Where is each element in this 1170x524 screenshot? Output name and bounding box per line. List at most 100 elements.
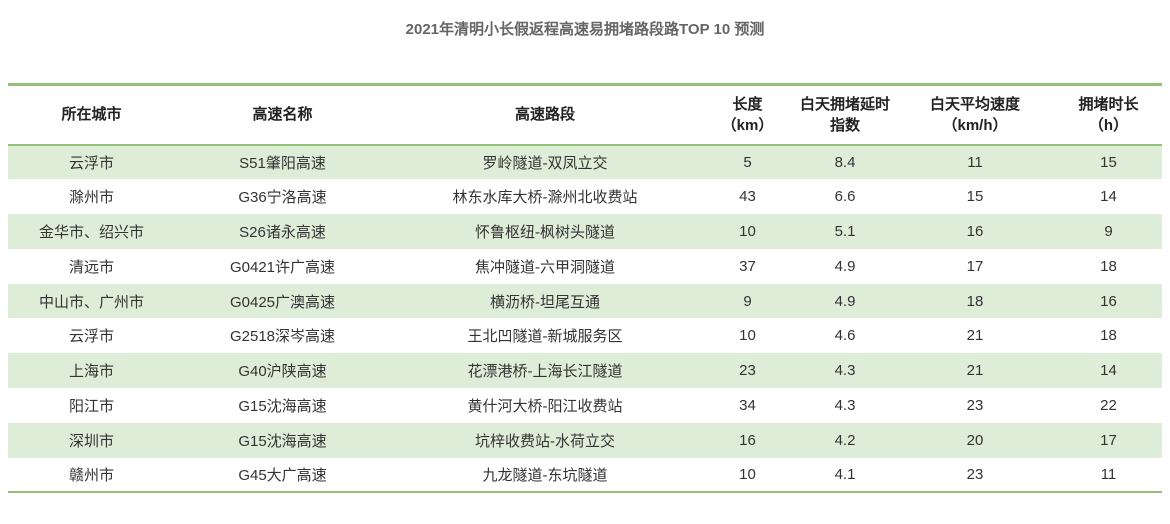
cell-congestion-duration: 17: [1100, 431, 1117, 449]
cell-daytime-avg-speed: 23: [966, 466, 984, 484]
table-row: 上海市 G40沪陕高速 花漂港桥-上海长江隧道 23 4.3 21 14: [8, 353, 1162, 389]
table-row: 云浮市 S51肇阳高速 罗岭隧道-双凤立交 5 8.4 11 15: [8, 144, 1162, 180]
cell-highway-name: S26诸永高速: [239, 223, 326, 241]
cell-road-section: 坑梓收费站-水荷立交: [475, 432, 615, 450]
column-header-label: 长度: [732, 95, 763, 113]
cell-highway-name: G2518深岑高速: [229, 328, 336, 346]
cell-congestion-duration: 18: [1100, 257, 1117, 275]
cell-daytime-avg-speed: 21: [966, 327, 984, 345]
cell-congestion-duration: 14: [1100, 362, 1117, 380]
cell-highway-name: G15沈海高速: [238, 432, 327, 450]
cell-length-km: 34: [739, 396, 756, 414]
cell-city: 云浮市: [68, 154, 114, 172]
cell-city: 上海市: [68, 363, 114, 381]
cell-city: 中山市、广州市: [38, 293, 144, 311]
cell-daytime-delay-index: 6.6: [834, 188, 856, 206]
cell-congestion-duration: 18: [1100, 327, 1117, 345]
column-header-unit: （km）: [721, 116, 774, 134]
congestion-top10-table: 所在城市 高速名称 高速路段 长度 （km） 白天拥堵延时 指数 白天平均速度 （km/h） 拥堵…: [8, 83, 1162, 493]
cell-congestion-duration: 14: [1100, 188, 1117, 206]
cell-city: 赣州市: [68, 467, 114, 485]
page-title: 2021年清明小长假返程高速易拥堵路段路TOP 10 预测: [405, 21, 765, 38]
column-header-unit: 指数: [829, 116, 860, 134]
cell-length-km: 43: [739, 188, 756, 206]
cell-road-section: 怀鲁枢纽-枫树头隧道: [475, 223, 615, 241]
table-row: 赣州市 G45大广高速 九龙隧道-东坑隧道 10 4.1 23 11: [8, 457, 1162, 493]
cell-daytime-delay-index: 4.9: [834, 257, 856, 275]
cell-road-section: 花漂港桥-上海长江隧道: [467, 363, 623, 381]
table-row: 清远市 G0421许广高速 焦冲隧道-六甲洞隧道 37 4.9 17 18: [8, 248, 1162, 284]
cell-daytime-delay-index: 4.3: [834, 396, 856, 414]
cell-congestion-duration: 15: [1100, 153, 1117, 171]
cell-road-section: 横沥桥-坦尾互通: [490, 293, 600, 311]
cell-city: 云浮市: [68, 328, 114, 346]
cell-city: 深圳市: [68, 432, 114, 450]
cell-daytime-avg-speed: 17: [966, 257, 984, 275]
column-header-congestion-duration: 拥堵时长 （h）: [1055, 85, 1162, 145]
cell-daytime-avg-speed: 11: [967, 153, 983, 171]
cell-road-section: 林东水库大桥-滁州北收费站: [452, 189, 638, 207]
table-row: 阳江市 G15沈海高速 黄什河大桥-阳江收费站 34 4.3 23 22: [8, 388, 1162, 423]
cell-length-km: 9: [743, 292, 752, 310]
column-header-highway-name: 高速名称: [175, 85, 390, 145]
cell-daytime-delay-index: 8.4: [834, 153, 856, 171]
cell-road-section: 黄什河大桥-阳江收费站: [467, 397, 623, 415]
cell-daytime-delay-index: 4.6: [834, 327, 856, 345]
cell-road-section: 罗岭隧道-双凤立交: [482, 154, 608, 172]
cell-highway-name: S51肇阳高速: [239, 154, 326, 172]
cell-daytime-avg-speed: 18: [966, 292, 984, 310]
cell-daytime-delay-index: 4.9: [834, 292, 856, 310]
cell-daytime-avg-speed: 20: [966, 431, 984, 449]
header-row: 所在城市 高速名称 高速路段 长度 （km） 白天拥堵延时 指数 白天平均速度 （km/h） 拥堵…: [8, 84, 1162, 145]
table-body: 云浮市 S51肇阳高速 罗岭隧道-双凤立交 5 8.4 11 15 滁州市 G36宁洛高速 林东水…: [8, 144, 1162, 493]
cell-city: 滁州市: [68, 189, 114, 207]
table-row: 滁州市 G36宁洛高速 林东水库大桥-滁州北收费站 43 6.6 15 14: [8, 179, 1162, 215]
cell-daytime-delay-index: 4.3: [834, 362, 856, 380]
cell-highway-name: G0425广澳高速: [229, 293, 336, 311]
column-header-label: 高速名称: [252, 106, 313, 124]
cell-length-km: 16: [739, 431, 756, 449]
column-header-unit: （h）: [1088, 116, 1129, 134]
cell-length-km: 5: [743, 153, 752, 171]
cell-daytime-avg-speed: 23: [966, 396, 984, 414]
cell-highway-name: G45大广高速: [238, 467, 327, 485]
cell-city: 阳江市: [68, 397, 114, 415]
column-header-label: 拥堵时长: [1078, 95, 1139, 113]
table-row: 金华市、绍兴市 S26诸永高速 怀鲁枢纽-枫树头隧道 10 5.1 16 9: [8, 214, 1162, 249]
cell-length-km: 10: [739, 222, 756, 240]
table-row: 云浮市 G2518深岑高速 王北凹隧道-新城服务区 10 4.6 21 18: [8, 318, 1162, 354]
cell-highway-name: G0421许广高速: [229, 258, 336, 276]
cell-daytime-delay-index: 5.1: [834, 222, 856, 240]
cell-highway-name: G36宁洛高速: [238, 189, 327, 207]
cell-daytime-delay-index: 4.2: [834, 431, 856, 449]
column-header-daytime-avg-speed: 白天平均速度 （km/h）: [895, 85, 1055, 145]
cell-length-km: 10: [739, 327, 756, 345]
column-header-label: 白天平均速度: [929, 95, 1020, 113]
cell-congestion-duration: 11: [1100, 466, 1117, 484]
table-header: 所在城市 高速名称 高速路段 长度 （km） 白天拥堵延时 指数 白天平均速度 （km/h） 拥堵…: [8, 84, 1162, 145]
column-header-label: 白天拥堵延时: [799, 95, 890, 113]
cell-daytime-avg-speed: 16: [966, 222, 984, 240]
table-row: 深圳市 G15沈海高速 坑梓收费站-水荷立交 16 4.2 20 17: [8, 422, 1162, 458]
cell-congestion-duration: 22: [1100, 396, 1117, 414]
cell-length-km: 23: [739, 362, 756, 380]
cell-highway-name: G15沈海高速: [238, 397, 327, 415]
cell-road-section: 焦冲隧道-六甲洞隧道: [475, 258, 615, 276]
column-header-label: 所在城市: [61, 106, 122, 124]
cell-congestion-duration: 9: [1104, 222, 1113, 240]
cell-city: 清远市: [68, 258, 114, 276]
column-header-length-km: 长度 （km）: [700, 85, 795, 145]
table-row: 中山市、广州市 G0425广澳高速 横沥桥-坦尾互通 9 4.9 18 16: [8, 283, 1162, 319]
cell-daytime-avg-speed: 15: [966, 188, 984, 206]
cell-daytime-avg-speed: 21: [966, 362, 984, 380]
cell-road-section: 九龙隧道-东坑隧道: [482, 467, 608, 485]
cell-daytime-delay-index: 4.1: [834, 466, 856, 484]
cell-road-section: 王北凹隧道-新城服务区: [467, 328, 623, 346]
cell-congestion-duration: 16: [1100, 292, 1117, 310]
column-header-daytime-delay-index: 白天拥堵延时 指数: [795, 85, 895, 145]
cell-length-km: 10: [739, 466, 756, 484]
cell-highway-name: G40沪陕高速: [238, 363, 327, 381]
cell-city: 金华市、绍兴市: [38, 223, 144, 241]
column-header-city: 所在城市: [8, 85, 175, 145]
cell-length-km: 37: [739, 257, 756, 275]
